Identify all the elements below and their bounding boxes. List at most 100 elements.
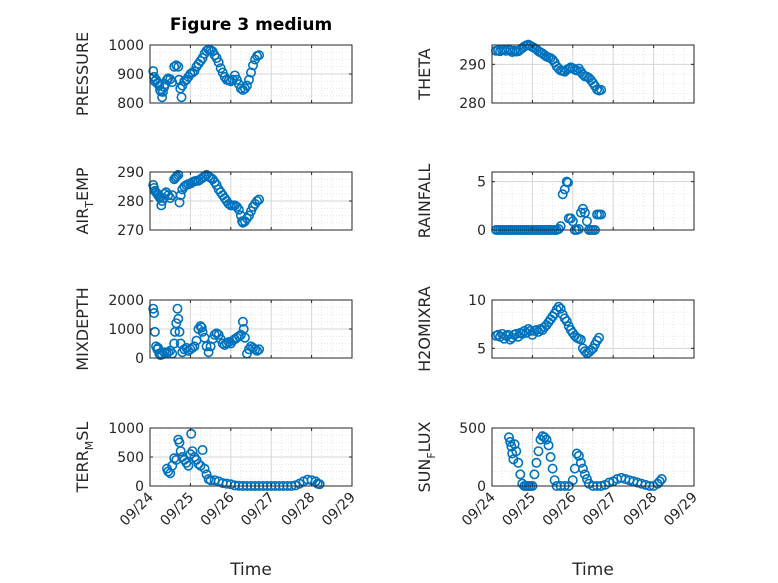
y-axis-label-main: PRESSURE xyxy=(73,32,92,116)
x-axis-label: Time xyxy=(229,560,272,580)
x-tick-label: 09/29 xyxy=(661,490,701,530)
y-tick-label: 0 xyxy=(135,479,144,495)
data-point xyxy=(250,344,261,355)
data-point xyxy=(187,342,198,353)
data-series xyxy=(491,39,607,96)
y-tick-label: 1000 xyxy=(108,322,144,338)
data-point xyxy=(511,446,522,457)
data-point xyxy=(221,338,232,349)
data-point xyxy=(581,474,592,485)
data-point xyxy=(562,177,573,188)
data-point xyxy=(170,172,181,183)
data-point xyxy=(186,428,197,439)
x-tick-label: 09/25 xyxy=(499,490,539,530)
y-axis-label-sub: T xyxy=(83,201,96,209)
data-series xyxy=(148,169,265,228)
data-point xyxy=(174,326,185,337)
data-point xyxy=(577,463,588,474)
data-point xyxy=(547,463,558,474)
data-point xyxy=(173,313,184,324)
x-tick-label: 09/26 xyxy=(540,489,580,529)
subplot-1: 800 900 1000 PRESSURE xyxy=(73,32,353,116)
x-tick-label: 09/27 xyxy=(238,490,278,530)
data-series xyxy=(148,303,265,361)
y-axis-label: PRESSURE xyxy=(73,32,92,116)
y-axis-label-sub: F xyxy=(425,452,438,458)
data-point xyxy=(543,440,554,451)
y-axis-label: TERRMSL xyxy=(73,422,96,494)
data-point xyxy=(539,432,550,443)
data-point xyxy=(149,326,160,337)
data-point xyxy=(172,303,183,314)
data-point xyxy=(529,469,540,480)
data-point xyxy=(174,197,185,208)
y-tick-label: 0 xyxy=(477,223,486,239)
y-tick-label: 0 xyxy=(477,479,486,495)
grid-lines xyxy=(149,44,353,104)
axes-frame xyxy=(491,171,695,231)
data-point xyxy=(573,450,584,461)
x-tick-label: 09/29 xyxy=(319,490,359,530)
data-point xyxy=(239,332,250,343)
data-point xyxy=(248,60,259,71)
y-axis-label-main: H2OMIXRA xyxy=(415,286,434,372)
y-tick-label: 290 xyxy=(117,165,144,181)
y-tick-label: 900 xyxy=(117,67,144,83)
data-point xyxy=(555,303,566,314)
data-point xyxy=(531,457,542,468)
x-tick-label: 09/28 xyxy=(621,490,661,530)
y-axis-label-main: THETA xyxy=(415,48,434,100)
y-axis-label: AIRTEMP xyxy=(73,167,96,234)
data-point xyxy=(561,316,572,327)
data-point xyxy=(545,451,556,462)
data-point xyxy=(197,326,208,337)
data-point xyxy=(197,445,208,456)
data-point xyxy=(199,463,210,474)
data-point xyxy=(656,474,667,485)
x-tick-label: 09/25 xyxy=(157,490,197,530)
y-tick-label: 1000 xyxy=(108,421,144,437)
data-point xyxy=(169,61,180,72)
y-axis-label-main: AIR xyxy=(73,208,92,235)
y-axis-label: THETA xyxy=(415,48,434,100)
y-tick-label: 500 xyxy=(117,450,144,466)
data-point xyxy=(148,303,159,314)
data-point xyxy=(195,321,206,332)
data-point xyxy=(254,344,265,355)
data-point xyxy=(604,477,615,488)
y-axis-label-main: TERR xyxy=(73,450,92,493)
data-point xyxy=(158,193,169,204)
data-point xyxy=(314,479,325,490)
data-series xyxy=(148,44,265,103)
data-point xyxy=(187,446,198,457)
data-point xyxy=(575,457,586,468)
data-point xyxy=(241,80,252,91)
data-point xyxy=(173,61,184,72)
data-point xyxy=(596,84,607,95)
y-tick-label: 5 xyxy=(477,175,486,191)
data-point xyxy=(549,475,560,486)
data-point xyxy=(252,345,263,356)
data-point xyxy=(515,469,526,480)
data-point xyxy=(235,83,246,94)
data-point xyxy=(171,60,182,71)
y-axis-label-sub: M xyxy=(83,441,96,451)
y-tick-label: 2000 xyxy=(108,293,144,309)
y-axis-label-tail: SL xyxy=(73,422,92,441)
axes-frame xyxy=(491,44,695,104)
data-point xyxy=(503,432,514,443)
data-point xyxy=(175,190,186,201)
data-point xyxy=(541,434,552,445)
y-tick-label: 5 xyxy=(477,341,486,357)
data-point xyxy=(533,446,544,457)
data-point xyxy=(237,316,248,327)
data-point xyxy=(213,57,224,68)
data-point xyxy=(594,332,605,343)
data-point xyxy=(553,301,564,312)
data-point xyxy=(509,439,520,450)
subplot-5: 0 1000 2000 MIXDEPTH xyxy=(73,287,353,371)
data-point xyxy=(167,77,178,88)
y-axis-label-tail: EMP xyxy=(73,167,92,201)
